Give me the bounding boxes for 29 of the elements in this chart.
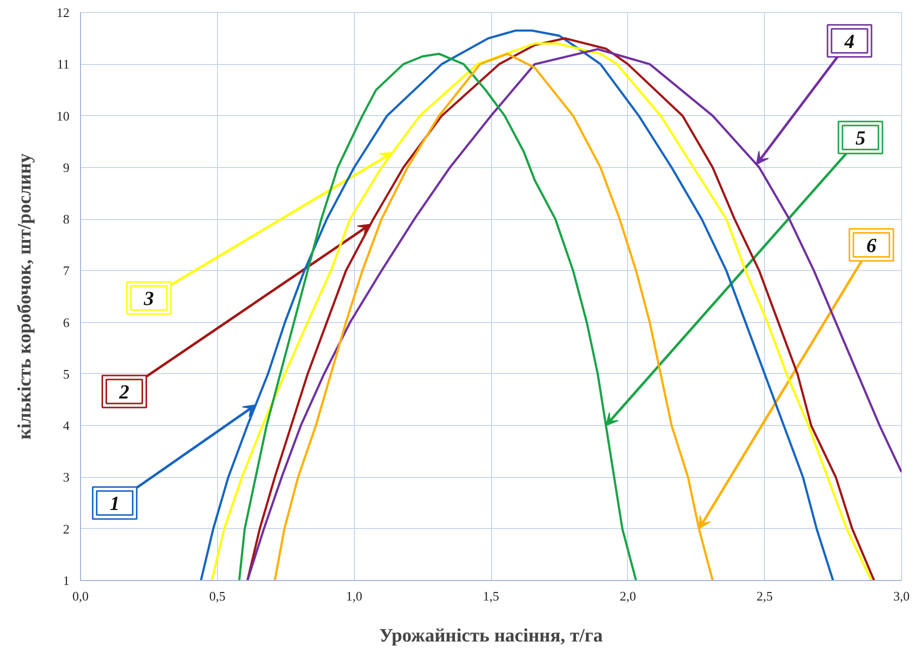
line-series: [274, 52, 714, 580]
y-tick-label: 8: [63, 212, 70, 227]
y-tick-label: 2: [63, 521, 70, 536]
y-tick-label: 1: [63, 573, 70, 588]
x-tick-label: 1,5: [482, 588, 500, 604]
line-series: [238, 52, 638, 580]
x-tick-label: 0,5: [209, 588, 226, 604]
y-axis-title: кількість коробочок, шт/рослину: [14, 152, 36, 440]
x-tick-label: 0,0: [72, 588, 89, 604]
y-tick-label: 6: [63, 314, 70, 330]
text: 4: [844, 30, 855, 53]
text: 1: [110, 493, 120, 516]
x-axis-title: Урожайність насіння, т/га: [379, 626, 604, 646]
text: 5: [855, 127, 866, 150]
y-tick-label: 9: [63, 160, 70, 175]
y-tick-label: 7: [63, 263, 70, 278]
x-tick-label: 2,0: [620, 588, 636, 604]
y-tick-label: 4: [63, 418, 70, 434]
y-tick-label: 5: [63, 366, 70, 382]
y-tick-label: 10: [56, 108, 70, 124]
text: 3: [142, 288, 154, 310]
text: 2: [118, 382, 130, 404]
text: 6: [866, 234, 876, 257]
x-tick-label: 3,0: [893, 588, 910, 604]
y-tick-label: 3: [63, 470, 70, 485]
y-tick-label: 11: [56, 56, 70, 72]
x-tick-label: 1,0: [346, 588, 362, 604]
x-tick-label: 2,5: [756, 588, 773, 604]
y-tick-label: 12: [56, 5, 70, 20]
